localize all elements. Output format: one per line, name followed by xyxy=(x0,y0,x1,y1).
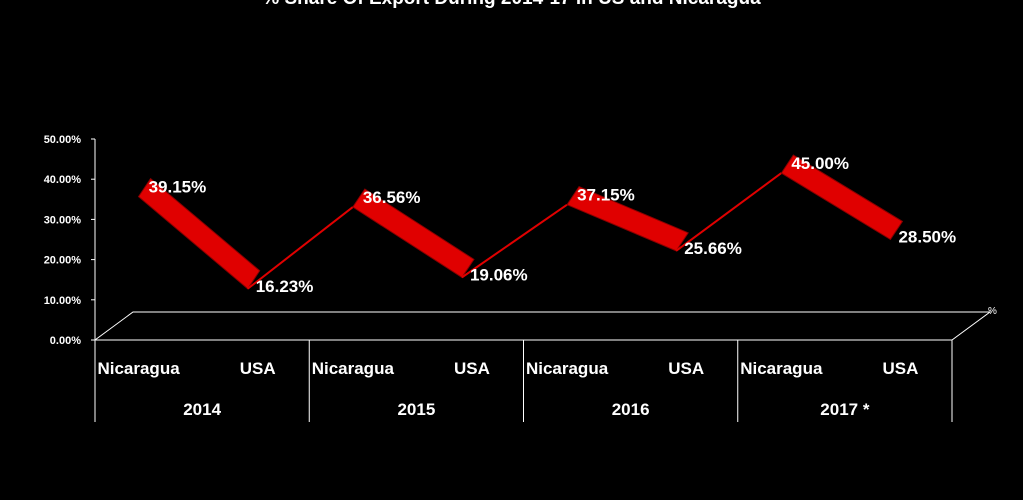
x-group-label: 2016 xyxy=(612,400,650,419)
ribbon-series xyxy=(137,154,904,290)
data-label: 36.56% xyxy=(363,188,421,207)
x-category-label: USA xyxy=(668,359,704,378)
x-category-label: USA xyxy=(240,359,276,378)
ribbon-segment xyxy=(566,186,689,252)
ribbon-segment xyxy=(247,206,354,290)
ribbon-segment xyxy=(137,177,261,290)
y-tick-label: 40.00% xyxy=(44,174,82,186)
x-axis-labels: Nicaragua USA Nicaragua USA Nicaragua USA Nica… xyxy=(94,340,953,422)
data-label: 45.00% xyxy=(791,154,849,173)
chart-title: % Share Of Export During 2014-17 in US a… xyxy=(0,0,1023,10)
x-category-label: Nicaragua xyxy=(97,359,180,378)
ribbon-segment xyxy=(780,154,904,241)
y-tick-label: 0.00% xyxy=(50,335,81,347)
x-category-label: USA xyxy=(882,359,918,378)
data-label: 19.06% xyxy=(470,265,528,284)
data-label: 16.23% xyxy=(256,277,314,296)
y-tick-label: 50.00% xyxy=(44,134,82,146)
x-group-label: 2014 xyxy=(183,400,221,419)
y-tick-label: 20.00% xyxy=(44,255,82,267)
data-labels: 39.15% 16.23% 36.56% 19.06% 37.15% 25.66% 45.0… xyxy=(149,154,957,296)
y-tick-label: 10.00% xyxy=(44,295,82,307)
unit-label: % xyxy=(988,306,997,317)
data-label: 28.50% xyxy=(898,227,956,246)
x-group-label: 2017 * xyxy=(820,400,870,419)
chart-floor xyxy=(93,311,992,341)
y-tick-label: 30.00% xyxy=(44,214,82,226)
ribbon-segment xyxy=(675,172,782,252)
ribbon-segment xyxy=(352,188,475,279)
x-category-label: USA xyxy=(454,359,490,378)
x-category-label: Nicaragua xyxy=(526,359,609,378)
chart-axes: 0.00% 10.00% 20.00% 30.00% 40.00% 50.00%% xyxy=(44,134,997,347)
data-label: 37.15% xyxy=(577,186,635,205)
ribbon-segment xyxy=(461,203,568,279)
data-label: 25.66% xyxy=(684,239,742,258)
x-group-label: 2015 xyxy=(397,400,435,419)
x-category-label: Nicaragua xyxy=(740,359,823,378)
x-category-label: Nicaragua xyxy=(312,359,395,378)
data-label: 39.15% xyxy=(149,178,207,197)
